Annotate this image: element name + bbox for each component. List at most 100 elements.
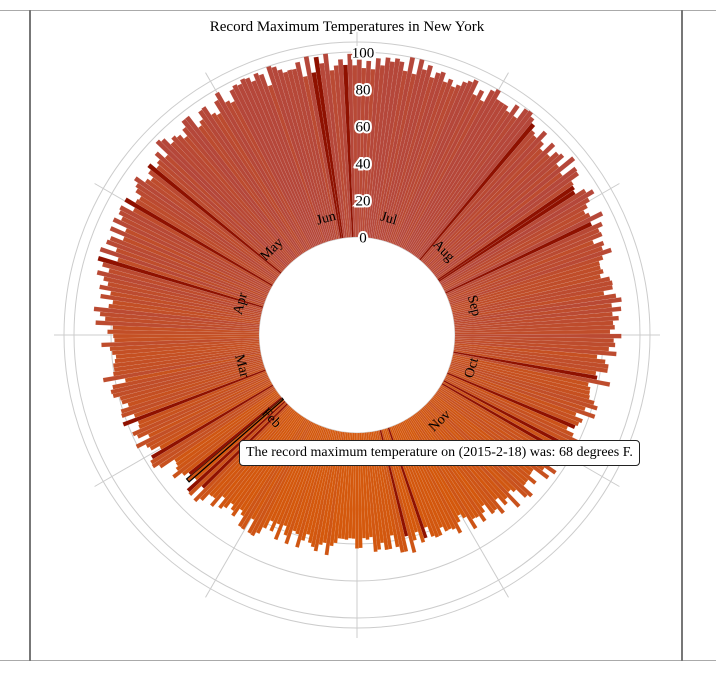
day-bar[interactable]: [436, 180, 574, 280]
day-bar[interactable]: [412, 104, 520, 256]
day-bar[interactable]: [446, 227, 600, 298]
day-bar[interactable]: [176, 134, 293, 263]
day-bar[interactable]: [171, 135, 292, 265]
day-bar[interactable]: [441, 203, 589, 288]
day-bar[interactable]: [99, 284, 262, 318]
day-bar[interactable]: [144, 178, 279, 278]
day-bar[interactable]: [386, 71, 447, 243]
day-bar[interactable]: [117, 257, 264, 307]
day-bar[interactable]: [451, 268, 604, 312]
day-bar[interactable]: [429, 153, 565, 272]
day-bar[interactable]: [363, 57, 382, 238]
day-bar[interactable]: [112, 346, 261, 368]
day-bar[interactable]: [108, 303, 260, 325]
day-bar[interactable]: [113, 333, 260, 339]
day-bar[interactable]: [174, 389, 278, 463]
day-bar[interactable]: [453, 290, 605, 320]
day-bar[interactable]: [450, 260, 601, 309]
day-bar[interactable]: [237, 83, 317, 247]
day-bar[interactable]: [439, 188, 587, 284]
day-bar[interactable]: [107, 329, 260, 335]
day-bar[interactable]: [122, 369, 266, 427]
day-bar[interactable]: [109, 225, 268, 298]
day-bar[interactable]: [322, 53, 348, 238]
day-bar[interactable]: [122, 236, 267, 299]
day-bar[interactable]: [224, 100, 311, 250]
day-bar[interactable]: [113, 347, 261, 372]
day-bar[interactable]: [454, 306, 622, 327]
day-bar[interactable]: [121, 361, 264, 405]
day-bar[interactable]: [114, 336, 260, 343]
day-bar[interactable]: [131, 373, 268, 437]
day-bar[interactable]: [181, 395, 282, 477]
day-bar[interactable]: [454, 315, 619, 330]
day-bar[interactable]: [124, 197, 274, 287]
day-bar[interactable]: [373, 70, 408, 239]
day-bar[interactable]: [452, 352, 611, 387]
day-bar[interactable]: [96, 269, 263, 314]
day-bar[interactable]: [151, 387, 276, 469]
day-bar[interactable]: [454, 324, 615, 334]
day-bar[interactable]: [452, 354, 589, 387]
day-bar[interactable]: [453, 349, 597, 376]
day-bar[interactable]: [361, 68, 376, 238]
day-bar[interactable]: [99, 311, 260, 328]
day-bar[interactable]: [453, 297, 622, 323]
day-bar[interactable]: [437, 185, 576, 281]
day-bar[interactable]: [400, 89, 485, 249]
day-bar[interactable]: [422, 130, 548, 265]
day-bar[interactable]: [428, 151, 560, 271]
day-bar[interactable]: [337, 59, 353, 238]
day-bar[interactable]: [119, 359, 263, 401]
day-bar[interactable]: [277, 69, 331, 242]
day-bar[interactable]: [175, 392, 280, 472]
day-bar[interactable]: [112, 354, 262, 390]
day-bar[interactable]: [160, 138, 289, 267]
day-bar[interactable]: [286, 69, 334, 241]
day-bar[interactable]: [99, 246, 265, 305]
day-bar[interactable]: [112, 325, 260, 334]
day-bar[interactable]: [112, 357, 263, 399]
day-bar[interactable]: [102, 351, 261, 383]
day-bar[interactable]: [410, 110, 511, 255]
day-bar[interactable]: [110, 290, 261, 320]
day-bar[interactable]: [403, 89, 496, 250]
day-bar[interactable]: [201, 105, 304, 255]
day-bar[interactable]: [426, 142, 556, 268]
day-bar[interactable]: [135, 188, 276, 283]
day-bar[interactable]: [448, 240, 605, 302]
day-bar[interactable]: [149, 381, 272, 451]
day-bar[interactable]: [150, 384, 274, 460]
day-bar[interactable]: [419, 122, 536, 261]
day-bar[interactable]: [107, 281, 262, 317]
day-bar[interactable]: [399, 93, 478, 248]
day-bar[interactable]: [119, 205, 272, 290]
day-bar[interactable]: [154, 151, 286, 271]
day-bar[interactable]: [138, 372, 268, 430]
day-bar[interactable]: [450, 362, 599, 411]
day-bar[interactable]: [366, 57, 391, 238]
day-bar[interactable]: [432, 156, 576, 274]
day-bar[interactable]: [385, 72, 441, 242]
day-bar[interactable]: [452, 356, 591, 392]
day-bar[interactable]: [454, 333, 622, 339]
day-bar[interactable]: [239, 77, 318, 247]
day-bar[interactable]: [409, 103, 509, 254]
day-bar[interactable]: [136, 375, 269, 439]
day-bar[interactable]: [101, 337, 260, 348]
day-bar[interactable]: [303, 56, 341, 239]
day-bar[interactable]: [313, 56, 344, 239]
day-bar[interactable]: [199, 118, 301, 257]
day-bar[interactable]: [454, 341, 617, 357]
day-bar[interactable]: [149, 385, 275, 465]
day-bar[interactable]: [375, 56, 416, 240]
day-bar[interactable]: [258, 73, 325, 244]
day-bar[interactable]: [120, 364, 265, 414]
day-bar[interactable]: [109, 235, 267, 301]
day-bar[interactable]: [104, 316, 260, 330]
day-bar[interactable]: [365, 65, 386, 238]
day-bar[interactable]: [452, 284, 614, 318]
day-bar[interactable]: [155, 139, 288, 268]
day-bar[interactable]: [434, 166, 578, 277]
day-bar[interactable]: [360, 60, 372, 238]
